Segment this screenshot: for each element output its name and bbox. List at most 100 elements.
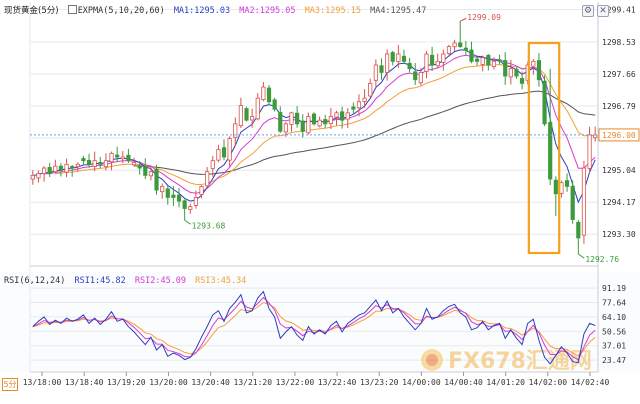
candle-body bbox=[160, 186, 165, 193]
instrument-title: 现货黄金 bbox=[4, 6, 39, 16]
indicator-checkbox-icon[interactable] bbox=[67, 5, 77, 14]
candle-body bbox=[295, 112, 300, 125]
price-tick-label: 1296.79 bbox=[602, 102, 636, 111]
candle-body bbox=[30, 174, 35, 180]
x-tick-label: 13/18:40 bbox=[65, 378, 104, 387]
rsi3-line bbox=[32, 301, 596, 357]
candle-body bbox=[244, 108, 249, 121]
x-tick-label: 14/02:00 bbox=[529, 378, 568, 387]
current-price-tag bbox=[598, 128, 640, 142]
candle-body bbox=[41, 167, 47, 174]
x-tick-label: 14/01:20 bbox=[486, 378, 525, 387]
candle-body bbox=[570, 185, 575, 220]
candle-body bbox=[503, 60, 508, 77]
candle-body bbox=[514, 68, 519, 77]
candle-body bbox=[137, 165, 142, 169]
annotation-label: 1293.68 bbox=[192, 221, 226, 230]
candle-body bbox=[553, 179, 558, 195]
candle-body bbox=[497, 59, 502, 62]
candle-body bbox=[368, 83, 373, 97]
x-tick-label: 13/20:00 bbox=[149, 378, 188, 387]
candle-body bbox=[98, 162, 103, 165]
x-tick-label: 14/00:00 bbox=[402, 378, 441, 387]
candle-body bbox=[261, 86, 266, 100]
candle-body bbox=[446, 46, 452, 54]
annotation-label: 1292.76 bbox=[585, 255, 619, 264]
candle-body bbox=[475, 58, 480, 62]
x-tick-label: 13/20:40 bbox=[191, 378, 230, 387]
rsi1-value: RSI1:45.82 bbox=[74, 276, 126, 286]
candle-body bbox=[109, 152, 114, 163]
candle-body bbox=[47, 167, 52, 174]
rsi-tick-label: 77.64 bbox=[602, 299, 626, 308]
candle-body bbox=[396, 53, 401, 62]
candle-body bbox=[176, 194, 182, 202]
candle-body bbox=[289, 112, 294, 125]
current-price-label: 1296.00 bbox=[602, 131, 636, 140]
candle-body bbox=[250, 116, 255, 121]
candle-body bbox=[58, 165, 64, 171]
candle-body bbox=[576, 221, 581, 239]
candle-body bbox=[413, 71, 418, 81]
close-icon[interactable]: ✕ bbox=[597, 5, 609, 17]
price-legend: 现货黄金(5分) EXPMA(5,10,20,60) MA1:1295.03 M… bbox=[4, 5, 430, 17]
rsi2-value: RSI2:45.09 bbox=[134, 276, 187, 286]
rsi-lines-layer bbox=[32, 290, 596, 365]
x-tick-label: 13/19:20 bbox=[107, 378, 146, 387]
annotation-label: 1299.09 bbox=[467, 13, 501, 22]
candle-body bbox=[148, 171, 153, 177]
x-tick-label: 14/00:40 bbox=[444, 378, 483, 387]
x-tick-label: 13/22:00 bbox=[276, 378, 315, 387]
candle-body bbox=[373, 64, 378, 81]
candle-body bbox=[272, 99, 277, 110]
candle-body bbox=[227, 138, 232, 161]
ma2-value: MA2:1295.05 bbox=[239, 6, 296, 16]
rsi3-value: RSI3:45.34 bbox=[195, 276, 247, 286]
candle-body bbox=[385, 53, 390, 73]
candle-body bbox=[233, 123, 238, 138]
candle-body bbox=[390, 52, 395, 62]
candle-body bbox=[311, 113, 317, 125]
rsi-tick-label: 37.01 bbox=[602, 342, 626, 351]
candle-body bbox=[317, 119, 322, 127]
rsi-tick-label: 91.19 bbox=[602, 284, 626, 293]
x-tick-label: 13/23:20 bbox=[360, 378, 399, 387]
candle-body bbox=[323, 119, 328, 125]
period-corner-button[interactable]: 5分 bbox=[2, 378, 18, 391]
annotation-leader bbox=[184, 219, 191, 225]
expma-label: EXPMA(5,10,20,60) bbox=[77, 6, 165, 16]
candle-body bbox=[407, 62, 412, 70]
ma3-value: MA3:1295.15 bbox=[304, 6, 361, 16]
candle-body bbox=[278, 112, 283, 132]
candle-body bbox=[362, 97, 367, 102]
candle-body bbox=[120, 156, 125, 160]
candle-body bbox=[519, 78, 525, 84]
candle-body bbox=[351, 106, 356, 110]
candle-body bbox=[131, 162, 137, 166]
candle-body bbox=[548, 122, 553, 180]
candle-body bbox=[340, 111, 345, 121]
candle-body bbox=[345, 112, 350, 120]
candle-body bbox=[536, 60, 542, 81]
candle-body bbox=[92, 160, 97, 167]
candle-body bbox=[81, 158, 86, 162]
highlight-box bbox=[527, 41, 561, 255]
candle-body bbox=[221, 147, 227, 158]
candle-body bbox=[418, 71, 423, 84]
candle-body bbox=[266, 87, 272, 103]
candle-body bbox=[216, 149, 221, 161]
price-tick-label: 1293.30 bbox=[602, 230, 636, 239]
candle-body bbox=[86, 159, 92, 165]
price-panel bbox=[0, 0, 640, 272]
period-label: (5分) bbox=[38, 6, 59, 16]
candle-body bbox=[441, 53, 446, 63]
ma4-value: MA4:1295.47 bbox=[370, 6, 427, 16]
candle-body bbox=[401, 55, 407, 62]
candle-body bbox=[564, 180, 570, 187]
candle-body bbox=[171, 194, 176, 198]
gear-icon[interactable]: ⚙ bbox=[582, 5, 594, 17]
candle-body bbox=[458, 42, 463, 48]
candle-body bbox=[452, 42, 457, 48]
candle-body bbox=[300, 120, 305, 132]
